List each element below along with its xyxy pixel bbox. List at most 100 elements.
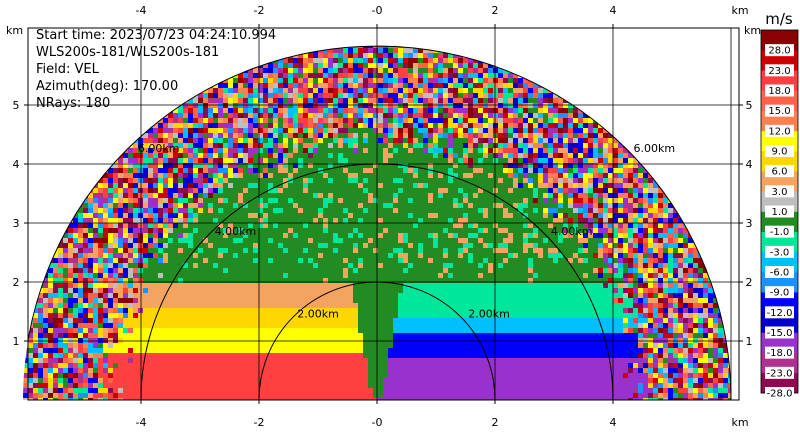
field-cell	[488, 268, 493, 273]
field-cell	[598, 128, 603, 133]
field-cell	[573, 258, 578, 263]
field-cell	[413, 243, 418, 248]
field-cell	[308, 73, 313, 78]
field-cell	[288, 98, 293, 103]
field-cell	[363, 48, 368, 53]
field-cell	[458, 228, 463, 233]
field-cell	[518, 198, 523, 203]
field-cell	[463, 68, 468, 73]
field-cell	[363, 238, 368, 243]
field-cell	[643, 198, 648, 203]
field-cell	[378, 48, 383, 53]
field-cell	[83, 223, 88, 228]
field-cell	[393, 263, 398, 268]
field-cell	[318, 213, 323, 218]
field-cell	[438, 83, 443, 88]
field-cell	[333, 133, 338, 138]
field-cell	[203, 98, 208, 103]
field-cell	[378, 118, 383, 123]
field-cell	[388, 133, 393, 138]
field-cell	[88, 278, 93, 283]
field-cell	[598, 248, 603, 253]
field-cell	[488, 188, 493, 193]
field-cell	[433, 273, 438, 278]
field-cell	[443, 123, 448, 128]
field-cell	[213, 118, 218, 123]
field-cell	[98, 188, 103, 193]
field-cell	[183, 213, 188, 218]
field-cell	[368, 218, 373, 223]
field-cell	[88, 243, 93, 248]
field-cell	[473, 273, 478, 278]
field-cell	[258, 88, 263, 93]
field-cell	[148, 203, 153, 208]
field-cell	[508, 113, 513, 118]
field-cell	[368, 113, 373, 118]
field-cell	[523, 273, 528, 278]
field-cell	[293, 228, 298, 233]
field-cell	[143, 263, 148, 268]
field-cell	[503, 78, 508, 83]
field-cell	[453, 123, 458, 128]
field-cell	[493, 228, 498, 233]
field-cell	[448, 68, 453, 73]
field-cell	[468, 118, 473, 123]
field-cell	[448, 188, 453, 193]
field-cell	[523, 233, 528, 238]
field-cell	[303, 103, 308, 108]
field-cell	[538, 208, 543, 213]
field-cell	[508, 253, 513, 258]
field-cell	[313, 258, 318, 263]
field-cell	[393, 168, 398, 173]
field-cell	[203, 93, 208, 98]
field-cell	[593, 203, 598, 208]
field-cell	[323, 253, 328, 258]
field-cell	[493, 98, 498, 103]
field-cell	[478, 223, 483, 228]
field-cell	[228, 83, 233, 88]
field-cell	[538, 108, 543, 113]
field-cell	[378, 213, 383, 218]
field-cell	[463, 98, 468, 103]
field-cell	[448, 78, 453, 83]
field-cell	[443, 168, 448, 173]
field-cell	[278, 288, 283, 293]
field-cell	[653, 258, 658, 263]
field-cell	[303, 48, 308, 53]
field-cell	[103, 243, 108, 248]
field-cell	[338, 213, 343, 218]
field-cell	[163, 158, 168, 163]
field-cell	[448, 148, 453, 153]
field-cell	[638, 233, 643, 238]
field-cell	[428, 108, 433, 113]
field-cell	[398, 198, 403, 203]
field-cell	[538, 258, 543, 263]
field-cell	[453, 78, 458, 83]
field-cell	[48, 283, 53, 288]
field-cell	[468, 168, 473, 173]
field-cell	[293, 68, 298, 73]
field-cell	[283, 258, 288, 263]
field-cell	[208, 163, 213, 168]
field-cell	[188, 98, 193, 103]
field-cell	[553, 188, 558, 193]
field-cell	[273, 118, 278, 123]
field-cell	[668, 263, 673, 268]
field-cell	[388, 63, 393, 68]
field-cell	[283, 253, 288, 258]
field-cell	[148, 188, 153, 193]
field-cell	[208, 278, 213, 283]
field-cell	[658, 233, 663, 238]
field-cell	[113, 253, 118, 258]
field-cell	[533, 288, 538, 293]
field-cell	[543, 118, 548, 123]
field-cell	[438, 178, 443, 183]
field-cell	[348, 178, 353, 183]
field-cell	[448, 118, 453, 123]
field-cell	[213, 273, 218, 278]
field-cell	[513, 93, 518, 98]
field-cell	[138, 178, 143, 183]
field-cell	[393, 78, 398, 83]
field-cell	[268, 78, 273, 83]
field-cell	[438, 173, 443, 178]
